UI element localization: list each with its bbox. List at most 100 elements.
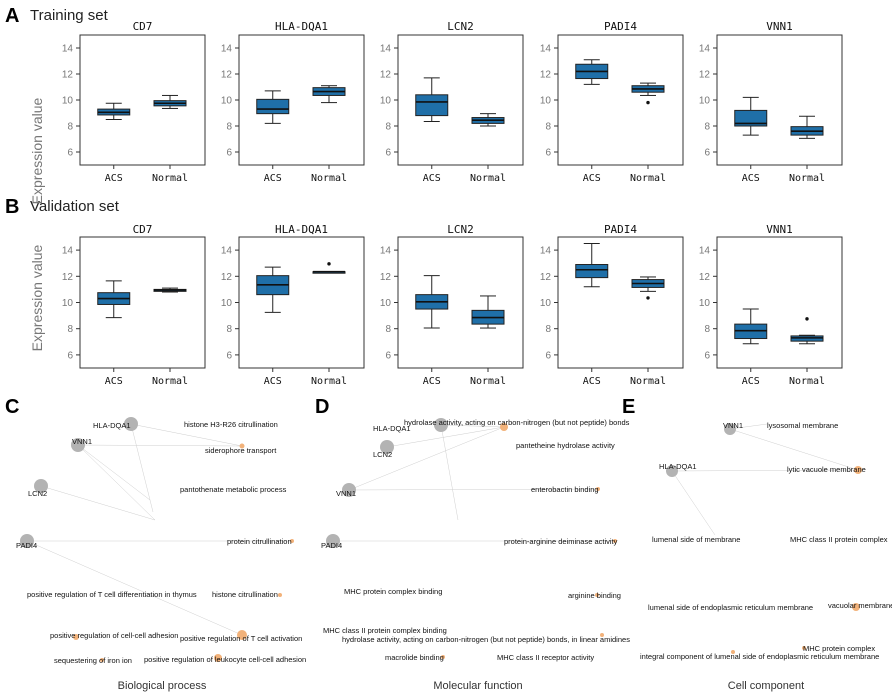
y-tick-label: 12 [62, 272, 74, 283]
y-tick-label: 6 [704, 350, 710, 361]
outlier-point [327, 262, 331, 266]
x-category-label: ACS [423, 173, 441, 184]
y-tick-label: 8 [385, 324, 391, 335]
iqr-box [575, 264, 609, 279]
gene-label: PADI4 [321, 541, 342, 550]
term-node [596, 487, 600, 491]
x-category-label: ACS [583, 376, 601, 387]
outlier-point [646, 296, 650, 300]
plot-frame [716, 236, 843, 369]
x-category-label: Normal [311, 376, 347, 387]
term-label: MHC class II protein complex binding [323, 626, 447, 635]
network-biological-process: HLA-DQA1 VNN1 LCN2 PADI4 histone H3-R26 … [16, 417, 306, 692]
term-node [613, 539, 617, 543]
x-category-label: ACS [583, 173, 601, 184]
y-tick-label: 8 [226, 324, 232, 335]
term-node [237, 630, 247, 640]
x-category-label: Normal [470, 173, 506, 184]
term-node [290, 539, 294, 543]
boxplot-panel: HLA-DQA1 6 8 10 12 14 ACS Normal [221, 223, 365, 387]
y-tick-label: 14 [62, 246, 74, 257]
boxplot-panel: CD7 6 8 10 12 14 ACS Normal [62, 223, 206, 387]
y-tick-label: 10 [380, 298, 392, 309]
gene-node-vnn1 [342, 483, 356, 497]
panel-b-title: Validation set [30, 198, 120, 215]
network-edges [333, 424, 615, 542]
y-tick-label: 12 [699, 70, 711, 81]
term-label: MHC class II protein complex [790, 535, 888, 544]
y-tick-label: 8 [704, 122, 710, 133]
term-label: positive regulation of cell-cell adhesio… [50, 631, 178, 640]
gene-label: HLA-DQA1 [659, 462, 697, 471]
term-node [278, 593, 282, 597]
y-tick-label: 12 [699, 272, 711, 283]
network-title: Molecular function [433, 680, 522, 692]
term-node [500, 423, 508, 431]
term-node [441, 655, 445, 659]
y-tick-label: 12 [221, 70, 233, 81]
term-label: hydrolase activity, acting on carbon-nit… [404, 418, 630, 427]
x-category-label: Normal [311, 173, 347, 184]
gene-label: LCN2 [28, 489, 47, 498]
y-tick-label: 14 [380, 246, 392, 257]
panel-b-letter: B [5, 196, 19, 218]
panel-c-letter: C [5, 396, 19, 418]
y-tick-label: 14 [221, 246, 233, 257]
x-category-label: ACS [423, 376, 441, 387]
gene-node-lcn2 [34, 479, 48, 493]
term-node [239, 443, 245, 449]
term-node [595, 593, 599, 597]
gene-node-lcn2 [380, 440, 394, 454]
network-edges [26, 423, 292, 636]
gene-node-padi4 [20, 534, 34, 548]
boxplot-panel: PADI4 6 8 10 12 14 ACS Normal [540, 223, 684, 387]
x-category-label: Normal [470, 376, 506, 387]
term-label: MHC class II receptor activity [497, 653, 594, 662]
y-tick-label: 10 [699, 96, 711, 107]
y-tick-label: 8 [545, 324, 551, 335]
y-tick-label: 10 [62, 298, 74, 309]
y-tick-label: 8 [545, 122, 551, 133]
panel-d-letter: D [315, 396, 329, 418]
gene-node-hla-dqa1 [124, 417, 138, 431]
boxplot-panel: LCN2 6 8 10 12 14 ACS Normal [380, 20, 524, 184]
term-node [73, 634, 79, 640]
x-category-label: Normal [789, 173, 825, 184]
y-tick-label: 12 [540, 272, 552, 283]
term-label: histone H3-R26 citrullination [184, 420, 278, 429]
term-label: histone citrullination [212, 590, 278, 599]
outlier-point [646, 100, 650, 105]
gene-label: VNN1 [72, 437, 92, 446]
gene-label: LCN2 [373, 450, 392, 459]
y-tick-label: 12 [62, 70, 74, 81]
y-tick-label: 14 [699, 246, 711, 257]
y-tick-label: 6 [226, 148, 232, 159]
panel-a-letter: A [5, 5, 19, 27]
x-category-label: ACS [742, 173, 760, 184]
term-label: positive regulation of T cell differenti… [27, 590, 197, 599]
term-label: lumenal side of membrane [652, 535, 740, 544]
boxplot-panel: VNN1 6 8 10 12 14 ACS Normal [699, 223, 843, 387]
y-tick-label: 6 [385, 148, 391, 159]
y-tick-label: 14 [699, 44, 711, 55]
gene-node-padi4 [326, 534, 340, 548]
plot-frame [79, 34, 206, 166]
panel-a-title: Training set [30, 7, 109, 24]
x-category-label: Normal [152, 173, 188, 184]
gene-label: VNN1 [336, 489, 356, 498]
gene-title: CD7 [133, 20, 153, 33]
gene-title: LCN2 [447, 223, 474, 236]
boxplot-panel: CD7 6 8 10 12 14 ACS Normal [62, 20, 206, 184]
term-node [600, 633, 604, 637]
term-label: MHC protein complex [803, 644, 875, 653]
term-label: integral component of lumenal side of en… [640, 652, 879, 661]
term-label: vacuolar membrane [828, 601, 892, 610]
y-tick-label: 14 [540, 246, 552, 257]
boxplot-panel: LCN2 6 8 10 12 14 ACS Normal [380, 223, 524, 387]
gene-title: PADI4 [604, 20, 637, 33]
gene-title: PADI4 [604, 223, 637, 236]
plot-frame [557, 34, 684, 166]
gene-node-hla-dqa1 [434, 418, 448, 432]
y-tick-label: 6 [67, 148, 73, 159]
